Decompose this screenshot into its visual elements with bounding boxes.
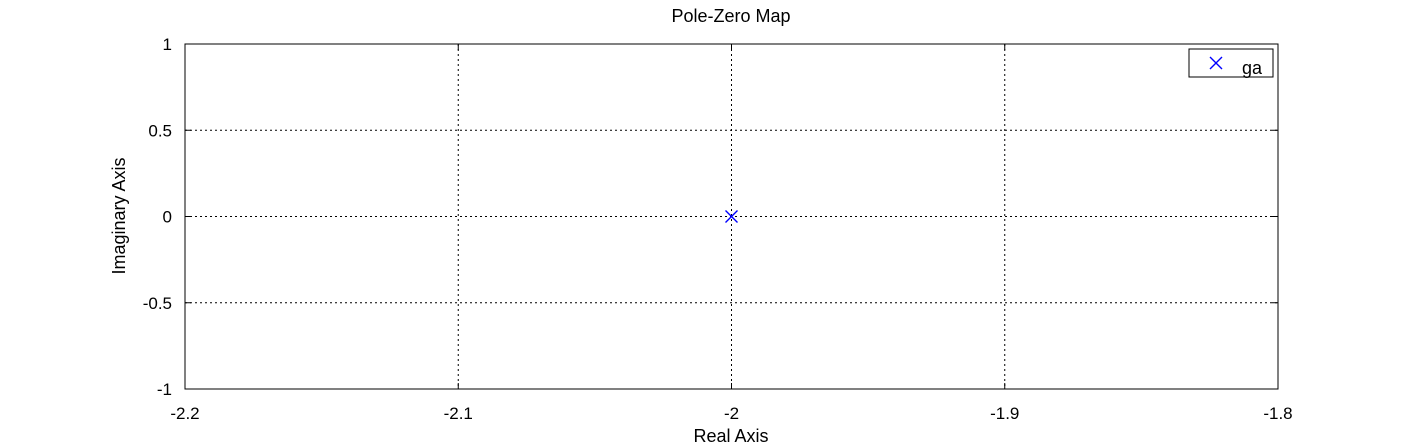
y-tick-label: -1 [157,380,172,399]
legend-box [1188,48,1274,78]
legend-series-label: ga [1242,58,1263,78]
x-tick-label: -1.9 [990,404,1019,423]
chart-title: Pole-Zero Map [671,6,790,26]
x-tick-label: -1.8 [1263,404,1292,423]
x-tick-label: -2 [724,404,739,423]
y-tick-label: 0.5 [148,121,172,140]
y-tick-label: 0 [163,208,172,227]
legend: ga [1188,48,1274,78]
data-points [725,210,738,223]
y-axis-title: Imaginary Axis [109,157,129,274]
y-tick-labels: -1 -0.5 0 0.5 1 [143,35,172,399]
x-tick-labels: -2.2 -2.1 -2 -1.9 -1.8 [170,404,1292,423]
plot-area-frame [184,43,1279,390]
legend-x-marker-icon [1209,56,1223,70]
y-tick-label: 1 [163,35,172,54]
x-tick-label: -2.1 [444,404,473,423]
y-tick-label: -0.5 [143,294,172,313]
pole-marker-point [725,210,738,223]
x-axis-title: Real Axis [693,426,768,446]
legend-x-marker [1209,56,1223,70]
x-tick-label: -2.2 [170,404,199,423]
